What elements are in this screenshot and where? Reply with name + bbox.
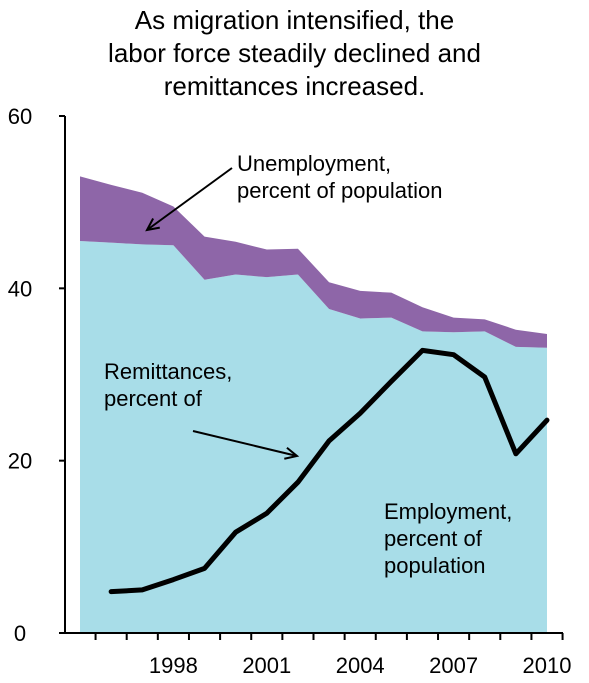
remittances-annotation-line: Remittances, <box>104 359 233 384</box>
employment-annotation-line: population <box>384 553 486 578</box>
chart-title-line: As migration intensified, the <box>134 5 455 35</box>
unemployment-arrow-head <box>145 218 160 232</box>
y-tick-label: 20 <box>8 449 32 474</box>
x-tick-label: 2004 <box>336 653 385 678</box>
chart-areas <box>80 176 547 634</box>
remittances-line <box>108 347 550 595</box>
remittances-annotation: Remittances, percent of <box>104 358 232 412</box>
chart-title-line: labor force steadily declined and <box>108 38 481 68</box>
x-tick-label: 1998 <box>149 653 198 678</box>
employment-annotation-line: Employment, <box>384 499 513 524</box>
remittances-arrow-head <box>284 446 300 460</box>
chart-title-line: remittances increased. <box>163 71 426 101</box>
chart-title: As migration intensified, the labor forc… <box>0 4 589 103</box>
unemployment-annotation: Unemployment, percent of population <box>237 150 443 204</box>
unemployment-annotation-line: percent of population <box>237 178 443 203</box>
employment-annotation: Employment, percent of population <box>384 498 512 579</box>
unemployment-arrow <box>146 167 233 231</box>
unemployment-area <box>80 176 547 348</box>
annotation-arrows <box>145 167 300 460</box>
remittances-arrow <box>192 430 298 457</box>
unemployment-annotation-line: Unemployment, <box>237 151 392 176</box>
remittances-annotation-line: percent of <box>104 386 202 411</box>
x-tick-label: 2007 <box>429 653 478 678</box>
chart-axes: 0 20 40 60 1998 2001 2004 2007 2010 <box>8 104 572 678</box>
chart-lines <box>108 347 550 595</box>
y-tick-label: 60 <box>8 104 32 129</box>
y-tick-label: 0 <box>14 621 26 646</box>
employment-annotation-line: percent of <box>384 526 482 551</box>
y-tick-label: 40 <box>8 276 32 301</box>
x-tick-label: 2001 <box>242 653 291 678</box>
employment-area <box>80 240 547 634</box>
x-tick-label: 2010 <box>523 653 572 678</box>
